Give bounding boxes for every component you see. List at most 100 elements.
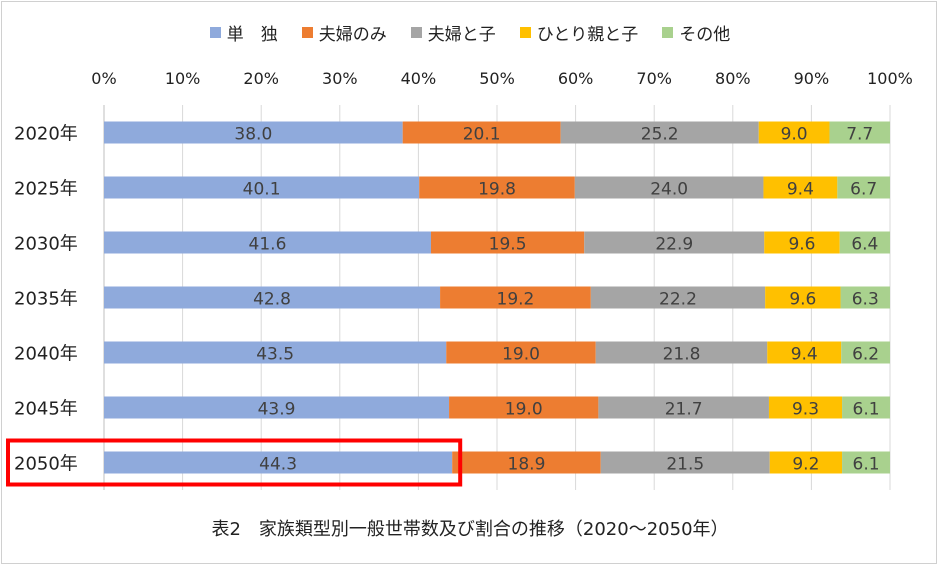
legend-label-2: 夫婦と子	[427, 25, 496, 45]
x-tick-label-1: 10%	[165, 69, 201, 88]
bar-segment-4-3	[767, 341, 842, 364]
x-tick-label-7: 70%	[636, 69, 672, 88]
data-label-0-2: 25.2	[641, 125, 679, 145]
bar-segment-1-4	[837, 176, 890, 199]
bar-segment-0-3	[758, 121, 830, 144]
data-label-0-0: 38.0	[234, 125, 272, 145]
data-label-0-1: 20.1	[463, 125, 501, 145]
data-label-4-0: 43.5	[256, 345, 294, 365]
data-label-3-4: 6.3	[852, 290, 879, 310]
x-tick-label-9: 90%	[794, 69, 830, 88]
data-label-4-3: 9.4	[791, 345, 818, 365]
bar-segment-2-1	[430, 231, 585, 254]
bar-segment-3-4	[840, 286, 890, 309]
bar-segment-5-2	[598, 396, 769, 419]
bar-segment-6-1	[452, 451, 601, 474]
data-label-5-2: 21.7	[665, 400, 703, 420]
data-label-6-3: 9.2	[792, 455, 819, 475]
data-label-3-2: 22.2	[659, 290, 697, 310]
category-label-5: 2045年	[14, 399, 78, 420]
bar-segment-4-1	[446, 341, 596, 364]
highlight-box	[6, 438, 463, 487]
data-label-3-0: 42.8	[253, 290, 291, 310]
bar-segment-3-1	[440, 286, 591, 309]
data-label-2-0: 41.6	[249, 235, 287, 255]
bar-segment-4-4	[841, 341, 890, 364]
bar-segment-0-4	[829, 121, 890, 144]
bar-segment-4-2	[595, 341, 768, 364]
bar-segment-6-2	[600, 451, 770, 474]
legend-swatch-0	[209, 27, 221, 38]
legend-swatch-3	[519, 27, 531, 38]
data-label-6-2: 21.5	[666, 455, 704, 475]
category-label-1: 2025年	[14, 179, 78, 200]
x-tick-label-8: 80%	[715, 69, 751, 88]
bar-segment-1-3	[763, 176, 838, 199]
chart-legend: 単 独 夫婦のみ 夫婦と子 ひとり親と子 その他	[0, 20, 940, 45]
bar-segment-6-4	[842, 451, 890, 474]
data-label-2-4: 6.4	[851, 235, 878, 255]
data-label-4-1: 19.0	[502, 345, 540, 365]
legend-item-0: 単 独	[209, 20, 278, 45]
bar-segment-2-4	[839, 231, 890, 254]
bar-segment-3-3	[765, 286, 841, 309]
x-tick-label-5: 50%	[479, 69, 515, 88]
data-label-1-4: 6.7	[850, 180, 877, 200]
data-label-6-1: 18.9	[508, 455, 546, 475]
data-label-0-4: 7.7	[846, 125, 873, 145]
x-tick-label-10: 100%	[867, 69, 913, 88]
category-label-2: 2030年	[14, 234, 78, 255]
data-label-5-0: 43.9	[258, 400, 296, 420]
data-label-3-3: 9.6	[789, 290, 816, 310]
legend-label-3: ひとり親と子	[536, 25, 639, 45]
bar-segment-0-2	[560, 121, 759, 144]
bar-segment-0-1	[402, 121, 561, 144]
data-label-1-0: 40.1	[243, 180, 281, 200]
category-label-3: 2035年	[14, 289, 78, 310]
bar-segment-5-4	[842, 396, 890, 419]
data-label-4-4: 6.2	[852, 345, 879, 365]
legend-label-1: 夫婦のみ	[318, 25, 387, 45]
bar-segment-0-0	[104, 121, 403, 144]
bar-segment-5-3	[768, 396, 843, 419]
x-tick-label-4: 40%	[401, 69, 437, 88]
bar-segment-5-1	[449, 396, 599, 419]
bar-segment-3-2	[590, 286, 766, 309]
legend-swatch-2	[410, 27, 422, 38]
legend-item-2: 夫婦と子	[410, 20, 496, 45]
legend-swatch-1	[301, 27, 313, 38]
data-label-3-1: 19.2	[497, 290, 535, 310]
bar-segment-5-0	[104, 396, 450, 419]
x-tick-label-6: 60%	[558, 69, 594, 88]
bar-segment-1-2	[574, 176, 764, 199]
legend-item-1: 夫婦のみ	[301, 20, 387, 45]
data-label-2-2: 22.9	[655, 235, 693, 255]
bar-segment-2-3	[764, 231, 840, 254]
legend-label-0: 単 独	[226, 25, 278, 45]
data-label-4-2: 21.8	[663, 345, 701, 365]
data-label-2-1: 19.5	[489, 235, 527, 255]
category-label-0: 2020年	[14, 124, 78, 145]
legend-swatch-4	[662, 27, 674, 38]
x-tick-label-2: 20%	[243, 69, 279, 88]
x-tick-label-3: 30%	[322, 69, 358, 88]
category-label-4: 2040年	[14, 344, 78, 365]
data-label-1-1: 19.8	[478, 180, 516, 200]
bar-segment-6-3	[769, 451, 843, 474]
data-label-2-3: 9.6	[788, 235, 815, 255]
x-tick-label-0: 0%	[91, 69, 116, 88]
data-label-1-3: 9.4	[787, 180, 814, 200]
data-label-5-1: 19.0	[505, 400, 543, 420]
bar-segment-2-2	[584, 231, 765, 254]
bar-segment-3-0	[104, 286, 441, 309]
bar-segment-1-0	[104, 176, 420, 199]
bar-segment-2-0	[104, 231, 431, 254]
bar-segment-1-1	[419, 176, 575, 199]
legend-label-4: その他	[679, 25, 731, 45]
category-label-6: 2050年	[14, 454, 78, 475]
legend-item-4: その他	[662, 20, 730, 45]
legend-item-3: ひとり親と子	[519, 20, 639, 45]
bar-segment-4-0	[104, 341, 447, 364]
